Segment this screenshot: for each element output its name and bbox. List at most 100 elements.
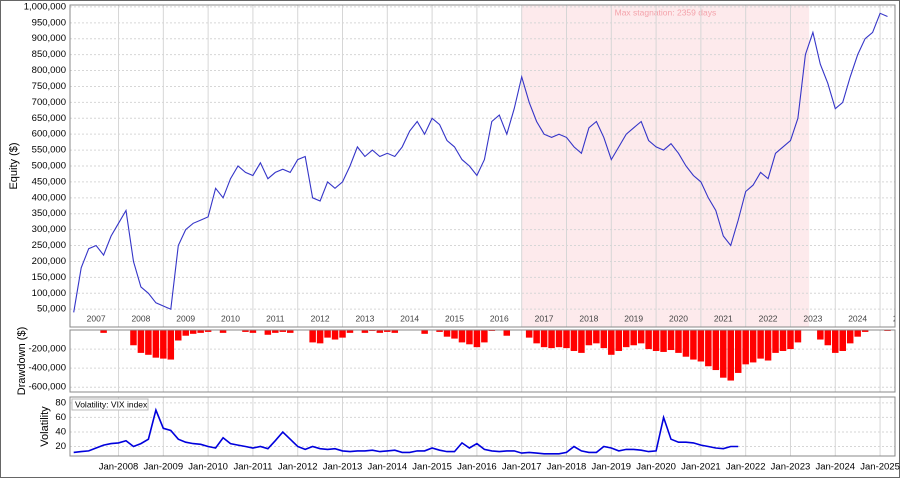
y-tick-label: 80	[55, 397, 66, 408]
x-tick-label: Jan-2018	[547, 462, 587, 473]
drawdown-bar	[742, 330, 749, 365]
drawdown-bar	[697, 330, 705, 362]
x-tick-label: Jan-2023	[771, 462, 811, 473]
drawdown-bar	[787, 330, 794, 350]
drawdown-bar	[100, 330, 107, 333]
y-tick-label: 200,000	[32, 256, 66, 267]
drawdown-bar	[705, 330, 712, 367]
y-tick-label: 700,000	[32, 97, 66, 108]
year-label: 2025	[893, 313, 900, 323]
drawdown-bar	[204, 330, 212, 332]
year-label: 2018	[579, 313, 598, 323]
drawdown-bar	[219, 330, 227, 333]
y-tick-label: 40	[55, 426, 66, 437]
y-tick-label: 60	[55, 412, 66, 423]
y-tick-label: 400,000	[32, 192, 66, 203]
x-tick-label: Jan-2008	[99, 462, 139, 473]
y-tick-label: -400,000	[28, 363, 66, 374]
x-tick-label: Jan-2012	[278, 462, 318, 473]
drawdown-bar	[548, 330, 555, 349]
drawdown-bar	[794, 330, 802, 343]
drawdown-bar	[339, 330, 346, 338]
drawdown-bar	[712, 330, 720, 371]
drawdown-bar	[384, 330, 391, 332]
drawdown-bar	[391, 330, 399, 333]
drawdown-bar	[824, 330, 832, 346]
drawdown-bar	[585, 330, 593, 346]
drawdown-bar	[861, 330, 869, 332]
drawdown-bar	[630, 330, 637, 346]
year-label: 2021	[714, 313, 733, 323]
year-label: 2014	[400, 313, 419, 323]
drawdown-bar	[660, 330, 667, 352]
x-tick-label: Jan-2019	[591, 462, 631, 473]
drawdown-bar	[316, 330, 324, 344]
y-tick-label: 500,000	[32, 161, 66, 172]
drawdown-bar	[727, 330, 734, 381]
drawdown-bar	[421, 330, 428, 334]
drawdown-bar	[473, 330, 481, 348]
drawdown-bar	[466, 330, 473, 345]
y-tick-label: 850,000	[32, 49, 66, 60]
drawdown-bar	[593, 330, 600, 344]
drawdown-bar	[555, 330, 563, 348]
x-tick-label: Jan-2015	[412, 462, 452, 473]
drawdown-bar	[757, 330, 764, 359]
y-tick-label: -600,000	[28, 382, 66, 393]
y-tick-label: 950,000	[32, 17, 66, 28]
drawdown-bar	[264, 330, 272, 335]
drawdown-bar	[443, 330, 451, 337]
series-line	[73, 407, 739, 455]
x-tick-label: Jan-2010	[188, 462, 228, 473]
drawdown-bar	[682, 330, 690, 357]
drawdown-bar	[637, 330, 645, 344]
panel-border	[69, 396, 896, 457]
drawdown-bar	[540, 330, 548, 348]
panel	[70, 330, 895, 392]
year-label: 2008	[131, 313, 150, 323]
drawdown-bar	[189, 330, 197, 334]
y-tick-label: 450,000	[32, 176, 66, 187]
year-label: 2016	[490, 313, 509, 323]
legend-box	[71, 398, 149, 411]
x-tick-label: Jan-2013	[323, 462, 363, 473]
drawdown-bar	[525, 330, 533, 338]
stagnation-region	[521, 5, 810, 327]
panel-border	[69, 329, 896, 393]
y-tick-label: 1,000,000	[24, 1, 66, 12]
year-label: 2015	[445, 313, 464, 323]
drawdown-bar	[286, 330, 294, 333]
drawdown-bar	[570, 330, 578, 351]
drawdown-bar	[451, 330, 458, 339]
drawdown-bar	[182, 330, 189, 336]
drawdown-bar	[720, 330, 727, 378]
year-label: 2017	[535, 313, 554, 323]
drawdown-bar	[615, 330, 623, 351]
legend-label: Volatility: VIX index	[75, 399, 148, 409]
drawdown-bar	[608, 330, 615, 355]
drawdown-bar	[324, 330, 331, 338]
drawdown-bar	[764, 330, 772, 361]
y-axis-label: Equity ($)	[8, 142, 20, 189]
drawdown-bar	[578, 330, 585, 353]
y-tick-label: 800,000	[32, 65, 66, 76]
y-axis-label: Drawdown ($)	[16, 327, 28, 395]
y-tick-label: 900,000	[32, 33, 66, 44]
x-tick-label: Jan-2014	[367, 462, 407, 473]
year-label: 2019	[624, 313, 643, 323]
year-label: 2024	[848, 313, 867, 323]
drawdown-bar	[361, 330, 369, 333]
drawdown-bar	[600, 330, 608, 349]
drawdown-bar	[167, 330, 175, 360]
drawdown-bar	[817, 330, 824, 340]
drawdown-bar	[832, 330, 839, 353]
y-tick-label: 150,000	[32, 272, 66, 283]
x-tick-label: Jan-2011	[233, 462, 272, 473]
year-label: 2009	[176, 313, 195, 323]
panel	[70, 397, 895, 456]
drawdown-bar	[846, 330, 854, 344]
year-label: 2010	[221, 313, 240, 323]
stagnation-label: Max stagnation: 2359 days	[615, 7, 717, 17]
drawdown-bar	[563, 330, 570, 349]
